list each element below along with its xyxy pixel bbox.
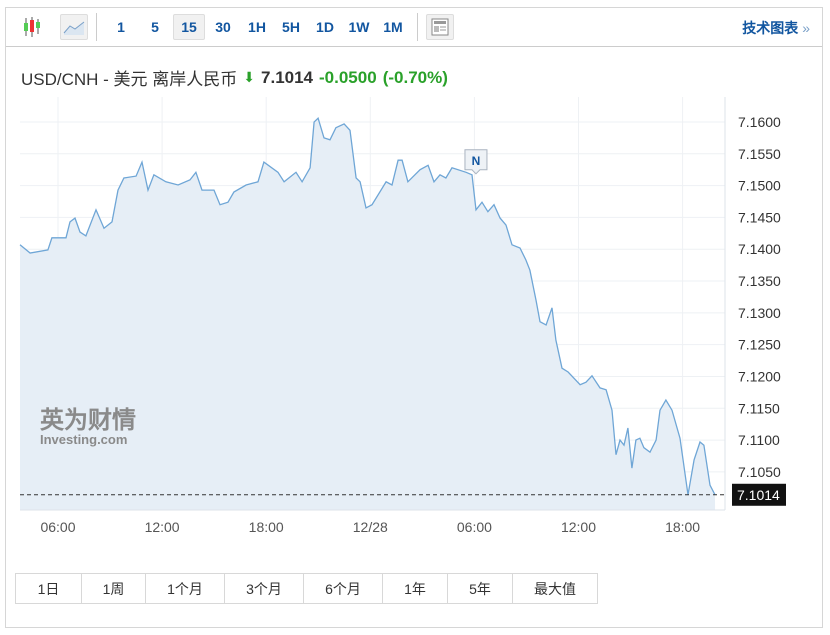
- interval-30[interactable]: 30: [215, 19, 231, 35]
- y-tick-label: 7.1550: [738, 146, 781, 162]
- x-tick-label: 18:00: [665, 519, 700, 535]
- range-4[interactable]: 6个月: [304, 574, 383, 603]
- area-chart-button[interactable]: [60, 14, 88, 40]
- interval-15[interactable]: 15: [173, 14, 205, 40]
- interval-1H[interactable]: 1H: [248, 19, 266, 35]
- y-tick-label: 7.1100: [738, 432, 780, 448]
- y-tick-label: 7.1450: [738, 209, 781, 225]
- news-icon: [431, 18, 449, 36]
- y-tick-label: 7.1600: [738, 114, 781, 130]
- current-price-box: [732, 483, 786, 506]
- price-change: -0.0500: [319, 67, 377, 87]
- instrument-name: USD/CNH - 美元 离岸人民币: [21, 70, 238, 89]
- range-6[interactable]: 5年: [448, 574, 513, 603]
- range-0[interactable]: 1日: [16, 574, 82, 603]
- range-selector: 1日 1周 1个月 3个月 6个月 1年 5年 最大值: [15, 573, 598, 604]
- technical-chart-link[interactable]: 技术图表»: [742, 20, 810, 36]
- x-tick-label: 12/28: [353, 519, 388, 535]
- y-tick-label: 7.1300: [738, 305, 781, 321]
- interval-1[interactable]: 1: [117, 19, 125, 35]
- y-tick-label: 7.1050: [738, 464, 781, 480]
- news-marker: [464, 149, 488, 175]
- range-3[interactable]: 3个月: [225, 574, 304, 603]
- interval-5[interactable]: 5: [151, 19, 159, 35]
- arrow-down-icon: ⬇: [243, 69, 256, 85]
- interval-1M[interactable]: 1M: [383, 19, 403, 35]
- candlestick-icon: [24, 17, 40, 37]
- y-tick-label: 7.1500: [738, 178, 781, 194]
- price-change-pct: (-0.70%): [382, 67, 448, 87]
- area-chart-icon: [63, 21, 85, 35]
- x-tick-label: 12:00: [561, 519, 596, 535]
- news-marker-label: N: [472, 154, 481, 168]
- price-line: [19, 117, 716, 496]
- range-1[interactable]: 1周: [82, 574, 146, 603]
- y-tick-label: 7.1400: [738, 241, 781, 257]
- instrument-header: USD/CNH - 美元 离岸人民币 ⬇ 7.1014 -0.0500 (-0.…: [21, 65, 448, 90]
- x-tick-label: 06:00: [457, 519, 492, 535]
- y-tick-label: 7.1200: [738, 368, 781, 384]
- x-tick-label: 18:00: [249, 519, 284, 535]
- interval-1W[interactable]: 1W: [348, 19, 370, 35]
- range-7[interactable]: 最大值: [534, 580, 576, 597]
- candlestick-chart-button[interactable]: [18, 14, 46, 40]
- last-price: 7.1014: [261, 67, 314, 87]
- interval-1D[interactable]: 1D: [316, 19, 334, 35]
- watermark-cn: 英为财情: [40, 406, 136, 434]
- divider: [96, 13, 97, 41]
- y-tick-label: 7.1150: [738, 400, 780, 416]
- x-tick-label: 06:00: [40, 519, 75, 535]
- range-5[interactable]: 1年: [383, 574, 448, 603]
- news-toggle-button[interactable]: [426, 14, 454, 40]
- watermark-en: Investing.com: [40, 432, 127, 447]
- range-2[interactable]: 1个月: [146, 574, 225, 603]
- current-price-label: 7.1014: [737, 487, 780, 503]
- area-fill: [20, 118, 716, 510]
- interval-5H[interactable]: 5H: [282, 19, 300, 35]
- x-tick-label: 12:00: [145, 519, 180, 535]
- toolbar: 1 5 15 30 1H 5H 1D 1W 1M 技术图表»: [6, 8, 822, 47]
- divider: [417, 13, 418, 41]
- y-tick-label: 7.1250: [738, 337, 781, 353]
- y-tick-label: 7.1350: [738, 273, 781, 289]
